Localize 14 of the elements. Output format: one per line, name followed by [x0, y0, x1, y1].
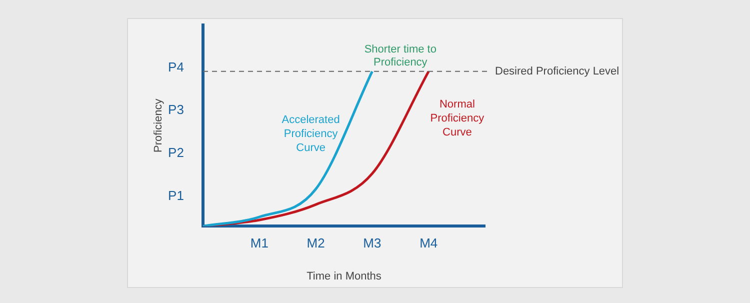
text: P3 — [168, 102, 184, 118]
text: Shorter time to Proficiency — [364, 43, 436, 68]
x-tick-label: M3 — [363, 236, 382, 251]
x-axis-title: Time in Months — [306, 270, 382, 282]
series-label: Accelerated Proficiency Curve — [282, 114, 340, 154]
x-tick-label: M2 — [306, 236, 325, 251]
ref-line-label: Desired Proficiency Level — [495, 65, 620, 78]
text: P4 — [168, 59, 184, 74]
x-tick-label: M1 — [250, 236, 268, 251]
y-axis-title: Proficiency — [152, 98, 165, 152]
text: P1 — [168, 188, 184, 203]
x-tick-label: M4 — [420, 236, 438, 251]
text: P2 — [168, 145, 184, 160]
series-label: Normal Proficiency Curve — [430, 98, 485, 139]
